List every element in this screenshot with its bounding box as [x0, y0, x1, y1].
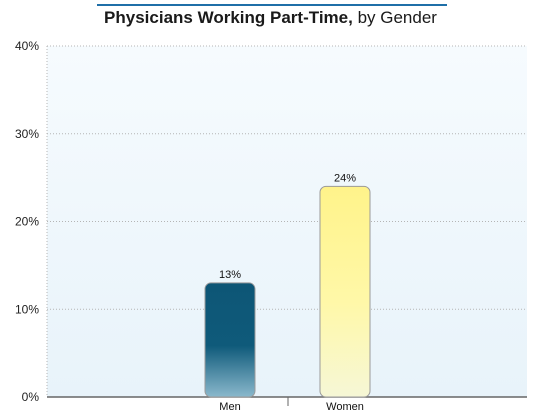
- chart-title-main: Physicians Working Part-Time,: [104, 8, 353, 27]
- bar-women: [319, 185, 371, 398]
- y-tick-label: 0%: [22, 390, 40, 404]
- title-rule: [97, 4, 447, 6]
- data-label-women: 24%: [334, 172, 356, 184]
- y-tick-label: 40%: [15, 39, 39, 53]
- chart-title: Physicians Working Part-Time, by Gender: [0, 8, 541, 28]
- chart-title-sub: by Gender: [352, 8, 437, 27]
- y-tick-label: 20%: [15, 215, 39, 229]
- bar-men: [204, 282, 256, 398]
- y-tick-label: 10%: [15, 302, 39, 316]
- data-label-men: 13%: [219, 269, 241, 281]
- x-tick-label-men: Men: [219, 401, 240, 413]
- y-tick-label: 30%: [15, 127, 39, 141]
- chart-title-block: Physicians Working Part-Time, by Gender: [0, 0, 541, 40]
- x-tick-label-women: Women: [326, 401, 364, 413]
